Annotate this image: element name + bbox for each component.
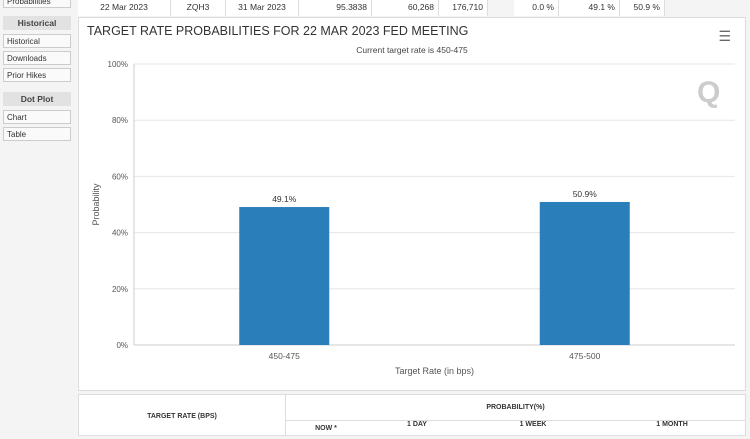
x-tick-label: 450-475 xyxy=(269,351,300,361)
sidebar-header-historical: Historical xyxy=(3,16,71,30)
sidebar-item-downloads[interactable]: Downloads xyxy=(3,51,71,65)
x-axis-title: Target Rate (in bps) xyxy=(395,366,474,376)
data-label: 50.9% xyxy=(573,189,598,199)
x-tick-label: 475-500 xyxy=(569,351,600,361)
y-axis-title: Probability xyxy=(91,183,101,226)
bar xyxy=(239,207,330,345)
sidebar-header-dot-plot: Dot Plot xyxy=(3,92,71,106)
probability-table: TARGET RATE (BPS) PROBABILITY(%) NOW * 1… xyxy=(78,394,746,436)
header-1-week: 1 WEEK xyxy=(519,421,547,428)
header-probability: PROBABILITY(%) xyxy=(286,395,745,421)
y-tick-label: 60% xyxy=(112,172,128,181)
data-label: 49.1% xyxy=(272,194,297,204)
header-now: NOW * xyxy=(315,425,337,432)
y-tick-label: 0% xyxy=(116,341,128,350)
cell: 0.0 % xyxy=(514,0,559,16)
cell: ZQH3 xyxy=(171,0,226,16)
sidebar-item-table[interactable]: Table xyxy=(3,127,71,141)
y-tick-label: 100% xyxy=(108,60,128,69)
cell: 176,710 xyxy=(439,0,488,16)
spacer xyxy=(488,0,514,16)
chart-title: TARGET RATE PROBABILITIES FOR 22 MAR 202… xyxy=(87,24,469,38)
y-tick-label: 20% xyxy=(112,285,128,294)
sidebar-item-prior-hikes[interactable]: Prior Hikes xyxy=(3,68,71,82)
chart-subtitle: Current target rate is 450-475 xyxy=(356,45,468,55)
contract-row: 22 Mar 2023 ZQH3 31 Mar 2023 95.3838 60,… xyxy=(78,0,665,16)
cell: 49.1 % xyxy=(559,0,620,16)
hamburger-icon[interactable]: ☰ xyxy=(718,28,731,44)
header-1-day: 1 DAY xyxy=(407,421,427,428)
y-tick-label: 40% xyxy=(112,229,128,238)
chart-plot: 0% 20% 40% 60% 80% 100% 49.1% 450-475 50.9% 475-5… xyxy=(91,60,735,376)
cell: 60,268 xyxy=(372,0,439,16)
probability-chart: TARGET RATE PROBABILITIES FOR 22 MAR 202… xyxy=(78,17,746,391)
watermark-logo: Q xyxy=(697,76,721,109)
cell: 95.3838 xyxy=(299,0,372,16)
cell: 22 Mar 2023 xyxy=(78,0,171,16)
y-tick-label: 80% xyxy=(112,116,128,125)
cell: 50.9 % xyxy=(620,0,665,16)
header-1-month: 1 MONTH xyxy=(656,421,688,428)
bar xyxy=(539,201,630,345)
sidebar-item-probabilities[interactable]: Probabilities xyxy=(3,0,71,8)
header-target-rate: TARGET RATE (BPS) xyxy=(79,395,286,435)
cell: 31 Mar 2023 xyxy=(226,0,299,16)
sidebar-item-historical[interactable]: Historical xyxy=(3,34,71,48)
sidebar-item-chart[interactable]: Chart xyxy=(3,110,71,124)
